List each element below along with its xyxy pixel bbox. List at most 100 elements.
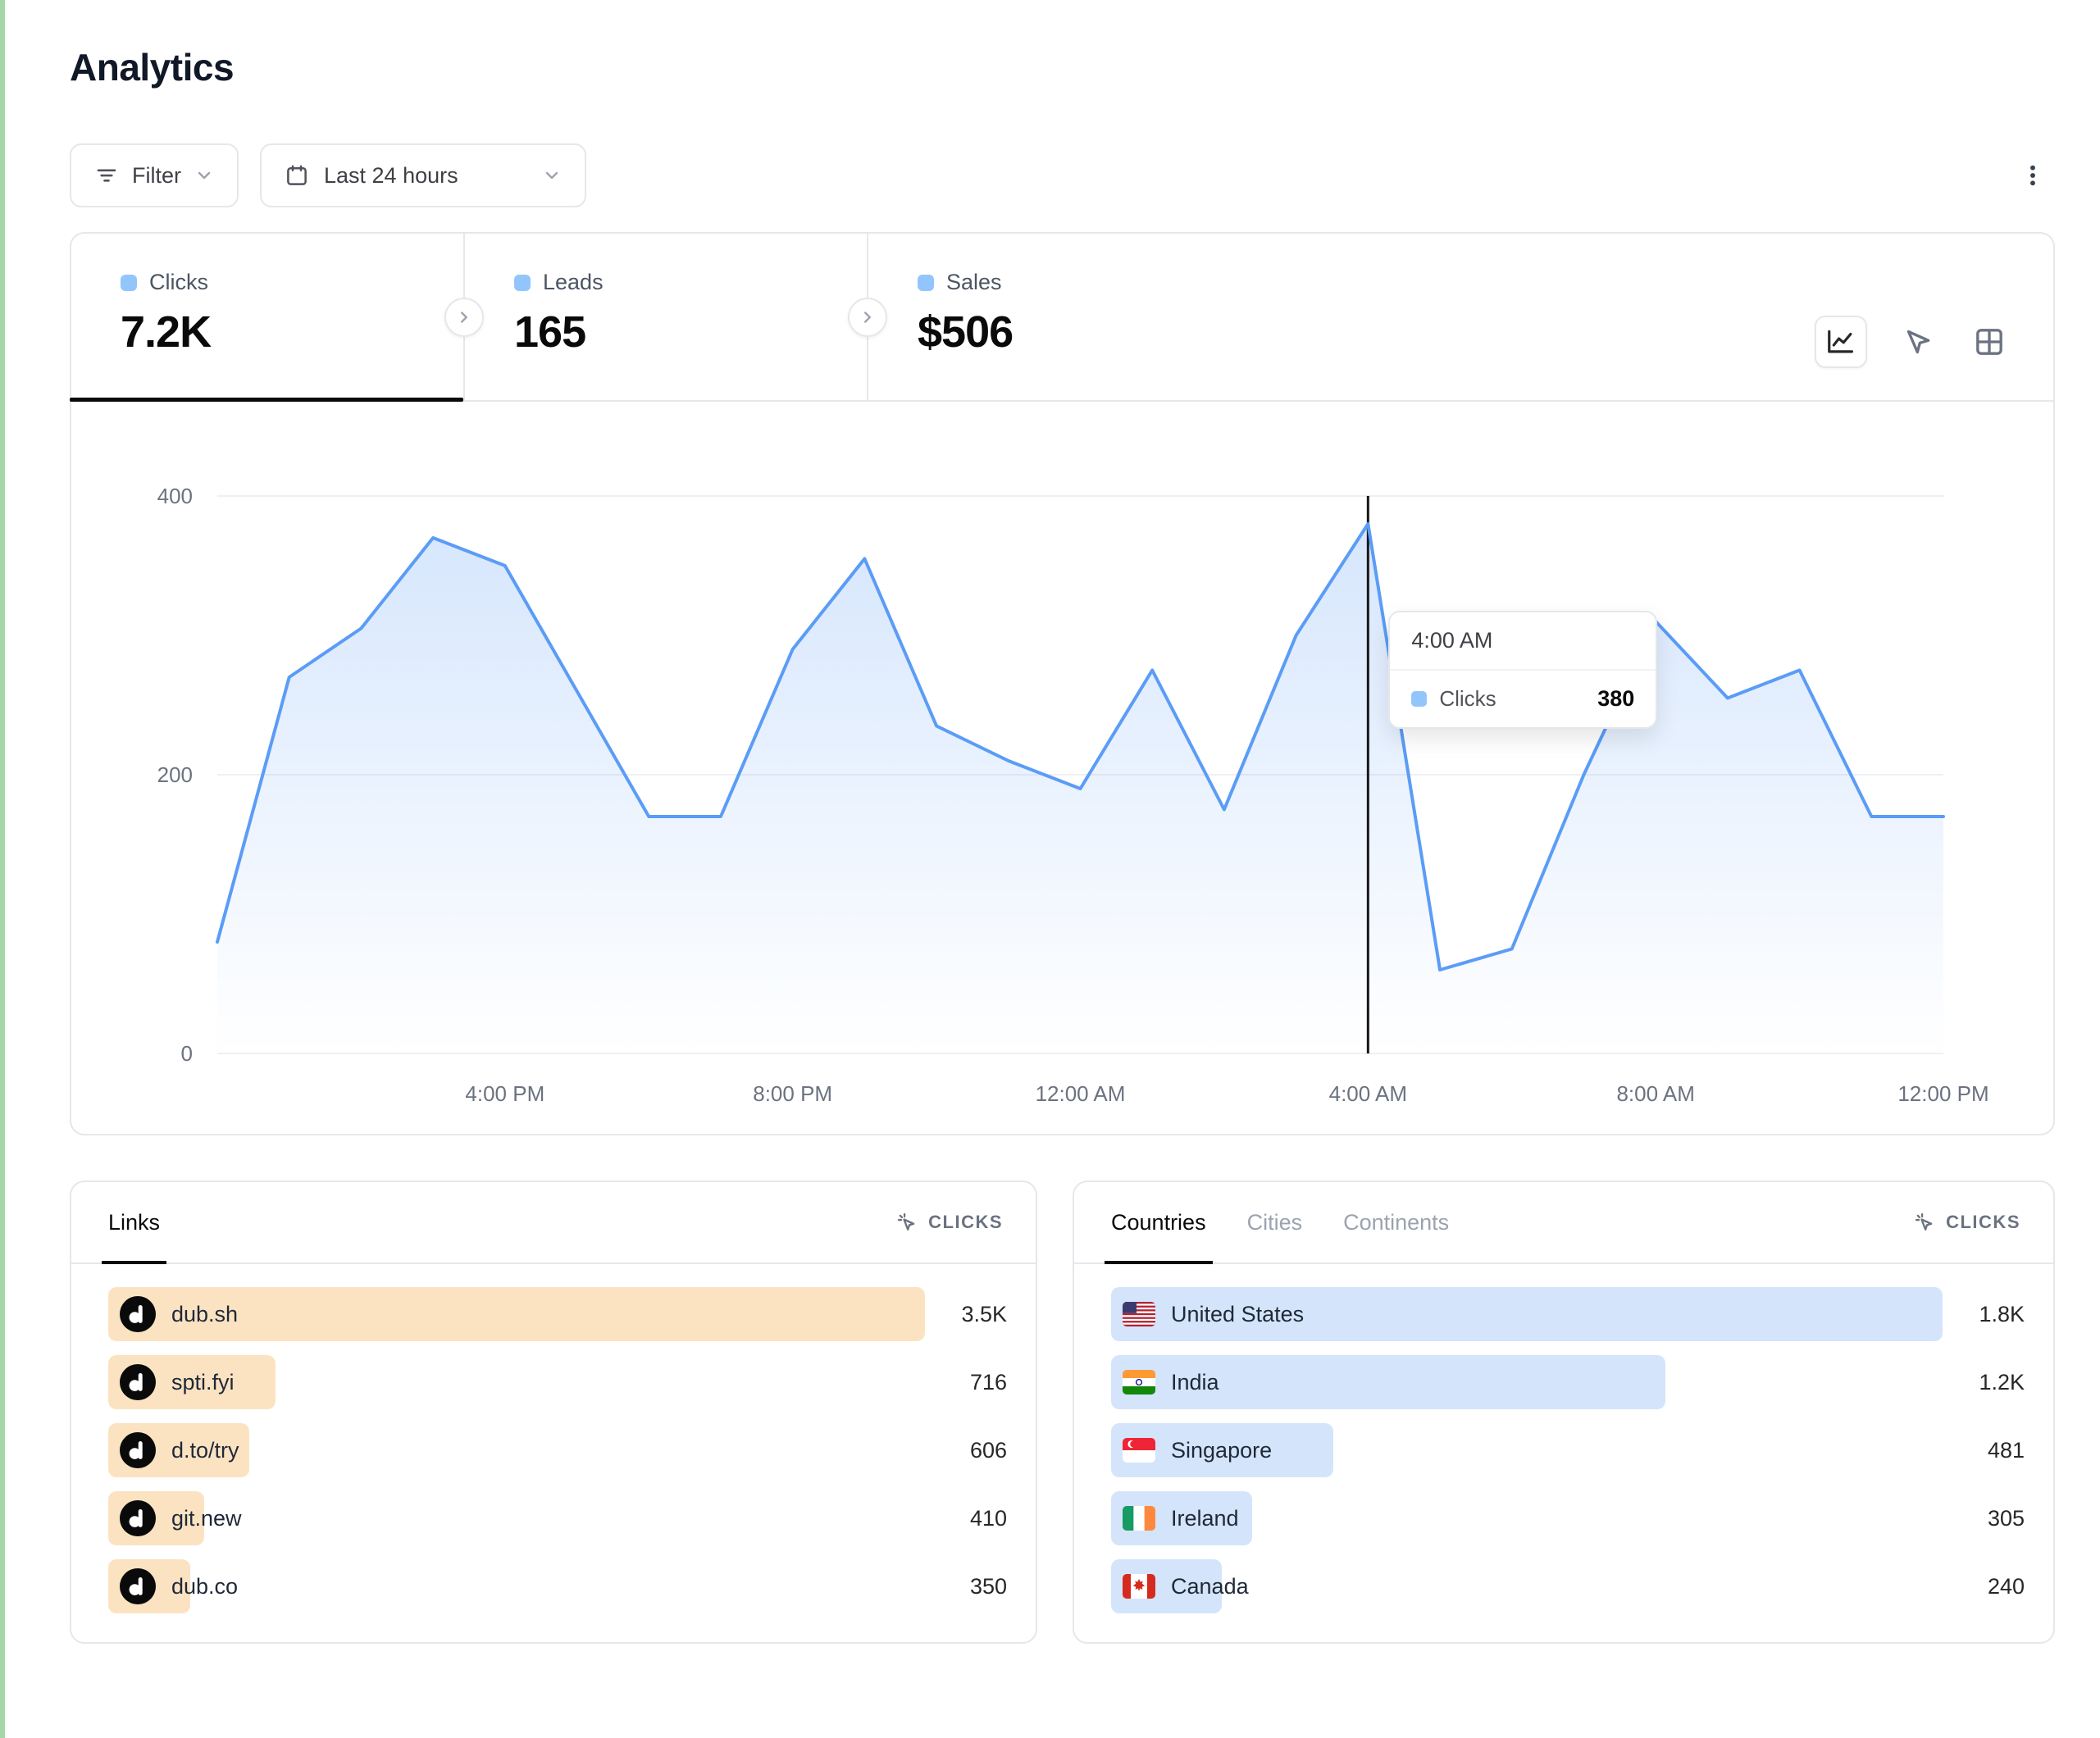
leads-legend-dot: [514, 274, 531, 291]
leads-stat-value: 165: [514, 307, 586, 357]
cursor-pointer-icon: [1906, 330, 1930, 354]
chevron-right-icon: [461, 311, 467, 323]
link-clicks-value: 606: [969, 1437, 1008, 1463]
countries-list: United States 1.8K India 1.2K: [1074, 1264, 2053, 1613]
analytics-card: Clicks 7.2K Leads 165 Sales: [70, 232, 2055, 1135]
countries-card: Countries Cities Continents CLICKS Unite…: [1073, 1181, 2055, 1644]
line-chart-view-button[interactable]: [1815, 316, 1867, 368]
link-row[interactable]: dub.sh 3.5K: [108, 1287, 1007, 1341]
kebab-menu-icon: [2030, 165, 2035, 186]
sales-legend-dot: [918, 274, 934, 291]
chevron-down-icon: [542, 166, 562, 185]
country-label: United States: [1171, 1301, 1305, 1326]
svg-text:12:00 PM: 12:00 PM: [1897, 1081, 1988, 1106]
countries-card-header: Countries Cities Continents CLICKS: [1074, 1182, 2053, 1264]
links-list: dub.sh 3.5K spti.fyi 716: [71, 1264, 1036, 1613]
dub-logo-icon: [120, 1364, 156, 1400]
svg-text:12:00 AM: 12:00 AM: [1036, 1081, 1126, 1106]
svg-text:8:00 AM: 8:00 AM: [1616, 1081, 1694, 1106]
tooltip-series-label: Clicks: [1439, 686, 1496, 711]
clicks-stat-value: 7.2K: [121, 307, 212, 357]
date-range-button[interactable]: Last 24 hours: [260, 143, 586, 207]
links-metric-header[interactable]: CLICKS: [895, 1211, 1003, 1234]
stat-tab-clicks[interactable]: Clicks 7.2K: [70, 234, 484, 402]
link-clicks-value: 716: [969, 1369, 1008, 1394]
link-row[interactable]: spti.fyi 716: [108, 1355, 1007, 1409]
window-edge-strip: [0, 0, 5, 1738]
svg-text:8:00 PM: 8:00 PM: [753, 1081, 832, 1106]
table-view-button[interactable]: [1970, 323, 2008, 361]
links-card: Links CLICKS dub.sh 3.5K: [70, 1181, 1038, 1644]
tab-continents[interactable]: Continents: [1343, 1182, 1449, 1263]
expand-clicks-button[interactable]: [444, 297, 484, 337]
tooltip-series-dot: [1411, 691, 1428, 707]
country-clicks-value: 1.2K: [1979, 1369, 2025, 1394]
toolbar: Filter Last 24 hours: [70, 143, 2055, 207]
clicks-legend-dot: [121, 274, 137, 291]
sales-stat-value: $506: [918, 307, 1014, 357]
filter-button[interactable]: Filter: [70, 143, 239, 207]
clicks-chart-canvas[interactable]: 0 200 400 4:00 PM 8:00 PM 12:00 AM 4:00 AM 8:00…: [74, 402, 2053, 1127]
filter-button-label: Filter: [132, 162, 181, 188]
funnel-view-button[interactable]: [1900, 323, 1938, 361]
canada-flag-icon: [1123, 1574, 1156, 1599]
ireland-flag-icon: [1123, 1506, 1156, 1531]
dub-logo-icon: [120, 1432, 156, 1468]
chart-tooltip: 4:00 AM Clicks 380: [1388, 611, 1658, 729]
link-row[interactable]: d.to/try 606: [108, 1423, 1007, 1477]
dub-logo-icon: [120, 1500, 156, 1536]
calendar-icon: [285, 163, 309, 188]
expand-leads-button[interactable]: [848, 297, 887, 337]
svg-text:0: 0: [181, 1041, 193, 1066]
tab-cities[interactable]: Cities: [1247, 1182, 1303, 1263]
tab-countries[interactable]: Countries: [1105, 1182, 1213, 1264]
more-options-button[interactable]: [2011, 153, 2055, 198]
stats-tabs: Clicks 7.2K Leads 165 Sales: [70, 234, 2053, 402]
country-clicks-value: 305: [1987, 1505, 2025, 1531]
cursor-click-icon: [898, 1213, 915, 1231]
us-flag-icon: [1123, 1302, 1156, 1326]
country-row[interactable]: Ireland 305: [1111, 1491, 2025, 1545]
india-flag-icon: [1123, 1370, 1156, 1394]
countries-metric-header[interactable]: CLICKS: [1913, 1211, 2020, 1234]
country-label: Canada: [1171, 1573, 1249, 1599]
cursor-click-icon: [1916, 1213, 1933, 1231]
links-card-header: Links CLICKS: [71, 1182, 1036, 1264]
line-chart-icon: [1828, 330, 1854, 353]
chevron-down-icon: [194, 166, 214, 185]
chevron-right-icon: [864, 311, 871, 323]
svg-text:4:00 AM: 4:00 AM: [1329, 1081, 1407, 1106]
link-label: d.to/try: [171, 1437, 239, 1463]
sales-stat-label: Sales: [946, 270, 1002, 294]
tooltip-series-value: 380: [1597, 686, 1635, 711]
tooltip-time: 4:00 AM: [1390, 612, 1656, 671]
tab-links[interactable]: Links: [101, 1182, 167, 1264]
country-label: Singapore: [1171, 1437, 1273, 1463]
stat-tab-leads[interactable]: Leads 165: [465, 234, 887, 400]
page-title: Analytics: [70, 46, 235, 89]
link-row[interactable]: git.new 410: [108, 1491, 1007, 1545]
link-clicks-value: 3.5K: [961, 1301, 1008, 1326]
clicks-stat-label: Clicks: [149, 270, 208, 294]
chart-view-switcher: [1815, 316, 2008, 368]
country-row[interactable]: Canada 240: [1111, 1559, 2025, 1613]
link-clicks-value: 350: [969, 1573, 1008, 1599]
grid-icon: [1976, 329, 2002, 355]
country-row[interactable]: United States 1.8K: [1111, 1287, 2025, 1341]
link-row[interactable]: dub.co 350: [108, 1559, 1007, 1613]
country-row[interactable]: India 1.2K: [1111, 1355, 2025, 1409]
link-label: spti.fyi: [171, 1369, 235, 1394]
clicks-chart[interactable]: 0 200 400 4:00 PM 8:00 PM 12:00 AM 4:00 AM 8:00…: [71, 402, 2053, 1134]
svg-text:4:00 PM: 4:00 PM: [465, 1081, 544, 1106]
country-clicks-value: 481: [1987, 1437, 2025, 1463]
country-label: Ireland: [1171, 1505, 1239, 1531]
country-label: India: [1171, 1369, 1219, 1394]
link-label: git.new: [171, 1505, 242, 1531]
dub-logo-icon: [120, 1296, 156, 1332]
leads-stat-label: Leads: [543, 270, 604, 294]
svg-text:200: 200: [157, 762, 193, 787]
country-clicks-value: 1.8K: [1979, 1301, 2025, 1326]
stat-tab-sales[interactable]: Sales $506: [868, 234, 2053, 400]
country-row[interactable]: Singapore 481: [1111, 1423, 2025, 1477]
singapore-flag-icon: [1123, 1438, 1156, 1463]
